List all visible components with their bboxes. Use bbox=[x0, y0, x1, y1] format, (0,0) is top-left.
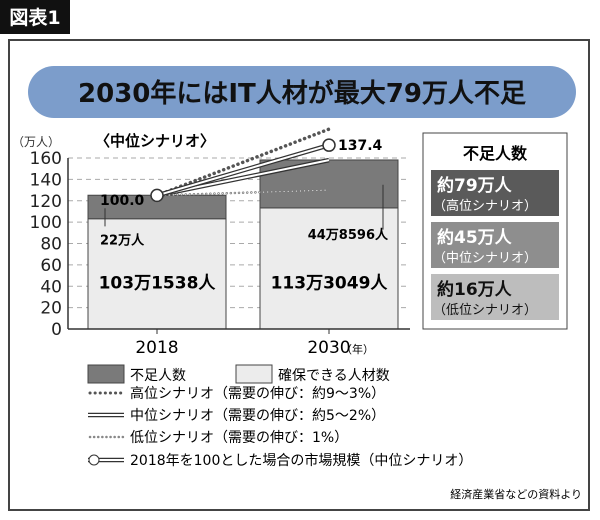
legend-marker bbox=[88, 454, 100, 466]
shortage-value: 約16万人 bbox=[437, 279, 513, 300]
shortage-box-item bbox=[431, 222, 559, 268]
y-tick-label: 40 bbox=[40, 277, 62, 297]
market-point bbox=[150, 188, 164, 203]
y-tick-label: 100 bbox=[30, 213, 62, 233]
shortage-box-title: 不足人数 bbox=[463, 144, 528, 163]
figure-label-box bbox=[0, 0, 70, 34]
shortage-box-item bbox=[431, 274, 559, 320]
y-axis-unit: （万人） bbox=[12, 135, 60, 149]
legend-label: 低位シナリオ（需要の伸び：1%） bbox=[130, 430, 348, 446]
title-banner bbox=[28, 66, 576, 118]
legend-label: 2018年を100とした場合の市場規模（中位シナリオ） bbox=[130, 452, 472, 469]
source-note: 経済産業省などの資料より bbox=[450, 487, 582, 501]
frame bbox=[8, 39, 590, 511]
chart-title: 2030年にはIT人材が最大79万人不足 bbox=[78, 78, 526, 109]
x-tick-label: 2018 bbox=[135, 338, 178, 358]
bar-label-shortage: 22万人 bbox=[100, 233, 145, 249]
legend-label: 中位シナリオ（需要の伸び：約5～2%） bbox=[130, 408, 385, 424]
shortage-value: 約45万人 bbox=[437, 227, 513, 248]
bar-shortage bbox=[259, 159, 399, 209]
y-tick-label: 80 bbox=[40, 235, 62, 255]
x-tick-label: 2030 bbox=[307, 338, 350, 358]
bar-label-shortage: 44万8596人 bbox=[308, 227, 389, 243]
shortage-scenario: （中位シナリオ） bbox=[433, 251, 537, 266]
y-tick-label: 60 bbox=[40, 256, 62, 276]
legend-label: 高位シナリオ（需要の伸び：約9～3%） bbox=[130, 385, 385, 402]
line-market-size-inner bbox=[156, 144, 330, 197]
legend-swatch-shortage bbox=[87, 364, 125, 384]
market-label: 137.4 bbox=[338, 138, 383, 154]
chart-subtitle: 〈中位シナリオ〉 bbox=[95, 132, 215, 150]
legend-swatch-available bbox=[235, 364, 273, 384]
y-tick-label: 20 bbox=[40, 299, 62, 319]
shortage-box-item bbox=[431, 170, 559, 216]
bar-available bbox=[259, 207, 399, 330]
market-point bbox=[322, 138, 336, 152]
legend-label: 不足人数 bbox=[130, 368, 186, 384]
line-high-scenario bbox=[155, 127, 331, 198]
bar-available bbox=[87, 218, 227, 330]
shortage-value: 約79万人 bbox=[437, 175, 513, 196]
x-axis-unit: （年） bbox=[341, 342, 374, 356]
shortage-scenario: （高位シナリオ） bbox=[433, 198, 537, 214]
market-label: 100.0 bbox=[100, 193, 145, 209]
bar-label-available: 103万1538人 bbox=[99, 273, 217, 293]
y-tick-label: 160 bbox=[30, 149, 62, 169]
figure-label: 図表1 bbox=[9, 6, 60, 29]
line-mid-scenario-inner bbox=[156, 159, 330, 197]
bar-label-available: 113万3049人 bbox=[271, 273, 389, 293]
y-tick-label: 0 bbox=[51, 320, 62, 340]
shortage-scenario: （低位シナリオ） bbox=[433, 303, 537, 318]
y-tick-label: 140 bbox=[30, 170, 62, 190]
legend-label: 確保できる人材数 bbox=[278, 368, 390, 384]
line-low-inner bbox=[156, 189, 330, 196]
y-tick-label: 120 bbox=[30, 192, 62, 212]
